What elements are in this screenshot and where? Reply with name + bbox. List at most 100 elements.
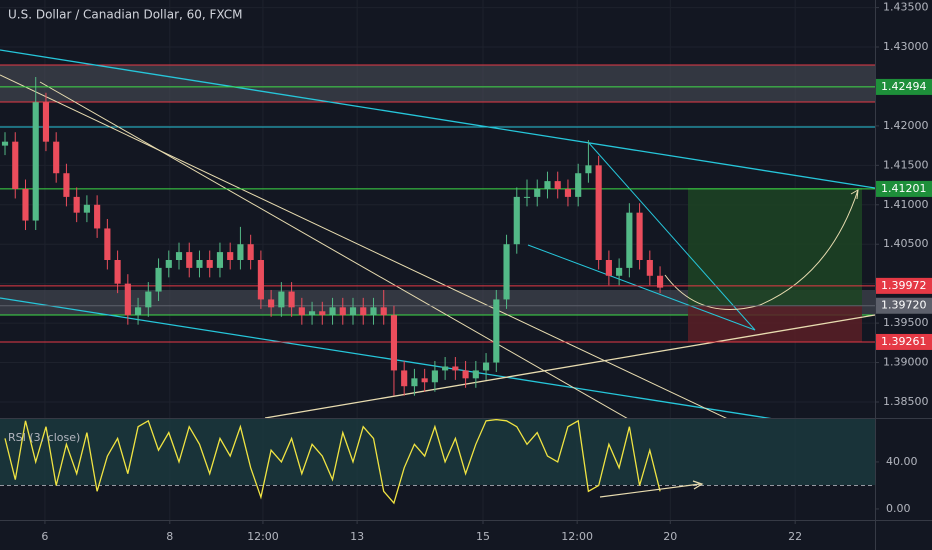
candle-body — [523, 196, 531, 198]
candle-body — [12, 141, 19, 190]
candle-body — [616, 267, 623, 276]
candle-body — [472, 370, 479, 379]
x-tick-label: 12:00 — [561, 530, 593, 543]
candle-body — [380, 307, 387, 316]
candle-body — [196, 259, 203, 268]
candle-body — [63, 173, 70, 197]
candle-body — [349, 307, 357, 316]
price-label-box — [876, 78, 932, 95]
y-tick-label: 40.00 — [886, 455, 918, 468]
candle-body — [339, 307, 346, 316]
candle-body — [268, 299, 275, 308]
candle-body — [360, 307, 367, 316]
candle-body — [288, 291, 295, 308]
candle-body — [544, 181, 551, 190]
candle-body — [186, 252, 193, 268]
y-tick-label: 1.40500 — [883, 237, 929, 250]
candle-body — [247, 244, 254, 260]
candle-body — [22, 189, 29, 221]
rsi-label: RSI (3, close) — [8, 431, 80, 444]
stop-box — [688, 306, 862, 342]
candle-body — [656, 275, 664, 288]
candle-body — [513, 196, 520, 245]
candle-body — [636, 212, 643, 260]
candle-body — [554, 181, 561, 190]
price-label: 1.39261 — [881, 335, 927, 348]
candle-body — [145, 291, 152, 308]
candle-body — [605, 259, 612, 276]
price-label-box — [876, 333, 932, 350]
drawings — [0, 49, 875, 418]
price-label: 1.39720 — [881, 299, 927, 312]
trend-line — [587, 141, 756, 331]
candle-body — [534, 189, 541, 197]
y-tick-label: 1.39500 — [883, 316, 929, 329]
candle-body — [370, 307, 377, 316]
candle-body — [329, 307, 336, 316]
target-box — [688, 188, 862, 306]
y-tick-label: 1.43500 — [883, 1, 929, 14]
candle-body — [278, 291, 285, 308]
candle-body — [32, 102, 39, 221]
candle-body — [124, 283, 131, 316]
x-tick-label: 22 — [788, 530, 802, 543]
price-label: 1.41201 — [881, 182, 927, 195]
candle-body — [431, 370, 438, 383]
candle-body — [442, 366, 449, 371]
candle-body — [298, 307, 305, 316]
trend-line — [0, 297, 772, 418]
price-label-box — [876, 277, 932, 294]
x-tick-label: 8 — [166, 530, 173, 543]
trend-line — [39, 81, 628, 418]
candle-body — [42, 102, 50, 142]
candle-body — [452, 366, 459, 371]
candle-body — [237, 244, 244, 260]
trend-line — [527, 244, 756, 331]
candle-body — [165, 259, 172, 268]
candle-body — [104, 228, 111, 260]
y-tick-label: 1.39000 — [883, 356, 929, 369]
x-tick-label: 20 — [663, 530, 677, 543]
x-tick-label: 6 — [41, 530, 48, 543]
candle-body — [646, 259, 653, 276]
trend-line — [264, 314, 875, 418]
candle-body — [83, 204, 90, 213]
y-tick-label: 1.38500 — [883, 395, 929, 408]
candle-body — [206, 259, 213, 268]
candle-body — [175, 252, 183, 260]
trend-line — [0, 49, 875, 189]
candle-body — [390, 315, 398, 371]
candle-body — [319, 311, 326, 316]
candle-body — [135, 307, 142, 316]
candle-body — [94, 204, 101, 229]
y-tick-label: 0.00 — [886, 502, 911, 515]
x-tick-label: 13 — [350, 530, 364, 543]
rsi-line — [4, 419, 661, 505]
x-tick-label: 12:00 — [247, 530, 279, 543]
candle-body — [585, 165, 592, 174]
price-label-box — [876, 180, 932, 197]
candle-body — [216, 252, 224, 268]
candle-body — [482, 362, 490, 371]
axes: 1.435001.430001.425001.420001.415001.410… — [41, 1, 932, 543]
candle-body — [503, 244, 510, 300]
candle-body — [626, 212, 633, 268]
y-tick-label: 1.41500 — [883, 158, 929, 171]
y-tick-label: 1.42000 — [883, 119, 929, 132]
price-label-box — [876, 297, 932, 314]
y-tick-label: 1.41000 — [883, 198, 929, 211]
resistance-zone — [0, 65, 875, 102]
candle-body — [1, 141, 9, 146]
price-label: 1.42494 — [881, 80, 927, 93]
rsi-band — [0, 419, 875, 485]
arrow-head — [850, 189, 859, 200]
candle-body — [411, 378, 418, 387]
candle-body — [421, 378, 428, 383]
candle-body — [155, 267, 162, 292]
candle-body — [575, 173, 582, 197]
trend-line — [0, 74, 727, 418]
candle-body — [462, 370, 469, 379]
projection-curve — [664, 189, 859, 311]
x-tick-label: 15 — [476, 530, 490, 543]
